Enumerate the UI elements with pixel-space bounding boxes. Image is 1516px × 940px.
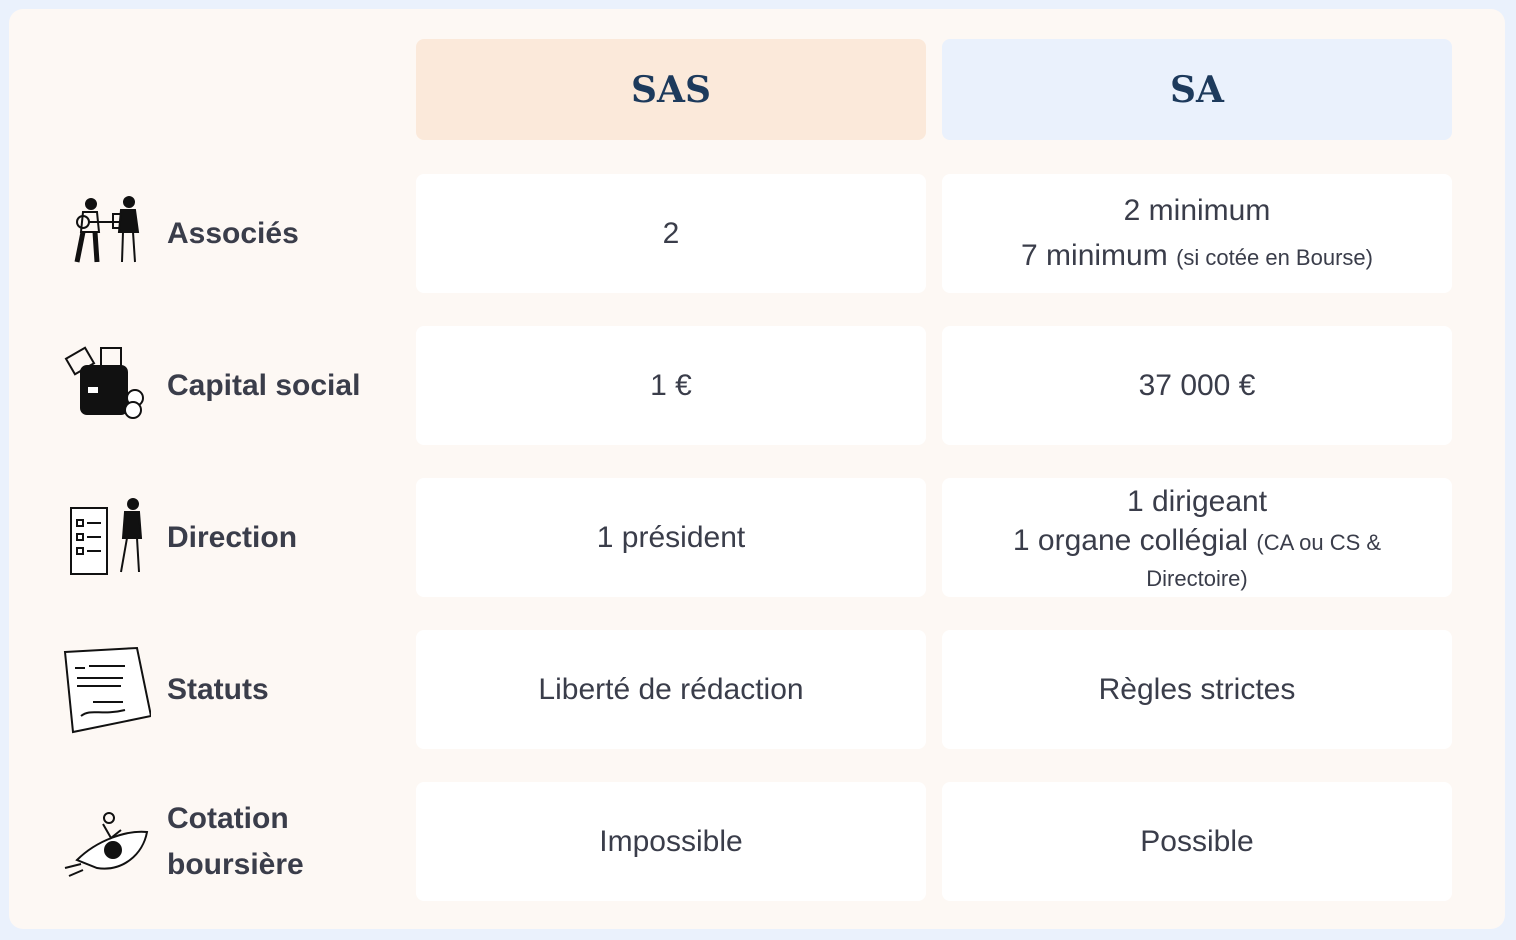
row-label: Statuts (167, 672, 269, 706)
sa-cell: Possible (942, 782, 1452, 901)
signed-document-icon (63, 646, 151, 733)
cell-value: 1 organe collégial (1012, 524, 1249, 557)
table-row-cotation: Cotation boursière Impossible Possible (9, 782, 1505, 901)
cell-value: 1 € (650, 369, 692, 402)
sas-cell: 2 (416, 174, 926, 293)
cell-value: 1 président (596, 521, 746, 554)
cell-value: Règles strictes (1098, 673, 1296, 706)
row-label: Capital social (167, 368, 361, 402)
cell-value: 7 minimum (1021, 238, 1168, 272)
sas-cell: 1 président (416, 478, 926, 597)
row-label: Cotation boursière (167, 801, 304, 881)
table-row-associes: Associés 2 2 minimum 7 minimum (si cotée… (9, 174, 1505, 293)
row-label: Associés (167, 216, 299, 250)
sas-column-header: SAS (416, 39, 926, 140)
sa-cell: 1 dirigeant 1 organe collégial (CA ou CS… (942, 478, 1452, 597)
row-label: Direction (167, 520, 298, 554)
cell-value: 1 dirigeant (1126, 485, 1268, 518)
sa-cell: 2 minimum 7 minimum (si cotée en Bourse) (942, 174, 1452, 293)
table-row-statuts: Statuts Liberté de rédaction Règles stri… (9, 630, 1505, 749)
partners-key-icon (74, 195, 140, 262)
cell-note: (si cotée en Bourse) (1176, 244, 1373, 270)
cell-value: 2 (662, 217, 680, 250)
cell-value: Possible (1140, 825, 1254, 858)
cell-value: Liberté de rédaction (538, 673, 804, 706)
sas-cell: 1 € (416, 326, 926, 445)
cell-note: (CA ou CS & Directoire) (1146, 530, 1382, 591)
checklist-manager-icon (70, 497, 143, 575)
sa-cell: 37 000 € (942, 326, 1452, 445)
sas-cell: Liberté de rédaction (416, 630, 926, 749)
sa-column-header: SA (942, 39, 1452, 140)
sa-cell: Règles strictes (942, 630, 1452, 749)
sas-cell: Impossible (416, 782, 926, 901)
wallet-money-icon (64, 345, 144, 419)
rocket-launch-icon (64, 811, 149, 877)
table-row-direction: Direction 1 président 1 dirigeant 1 orga… (9, 478, 1505, 597)
cell-value: Impossible (599, 825, 743, 858)
cell-value: 37 000 € (1138, 369, 1256, 402)
comparison-card: SAS SA Associés 2 2 minimum 7 minimum (s… (9, 9, 1505, 929)
cell-value: 2 minimum (1123, 193, 1271, 227)
table-row-capital: Capital social 1 € 37 000 € (9, 326, 1505, 445)
